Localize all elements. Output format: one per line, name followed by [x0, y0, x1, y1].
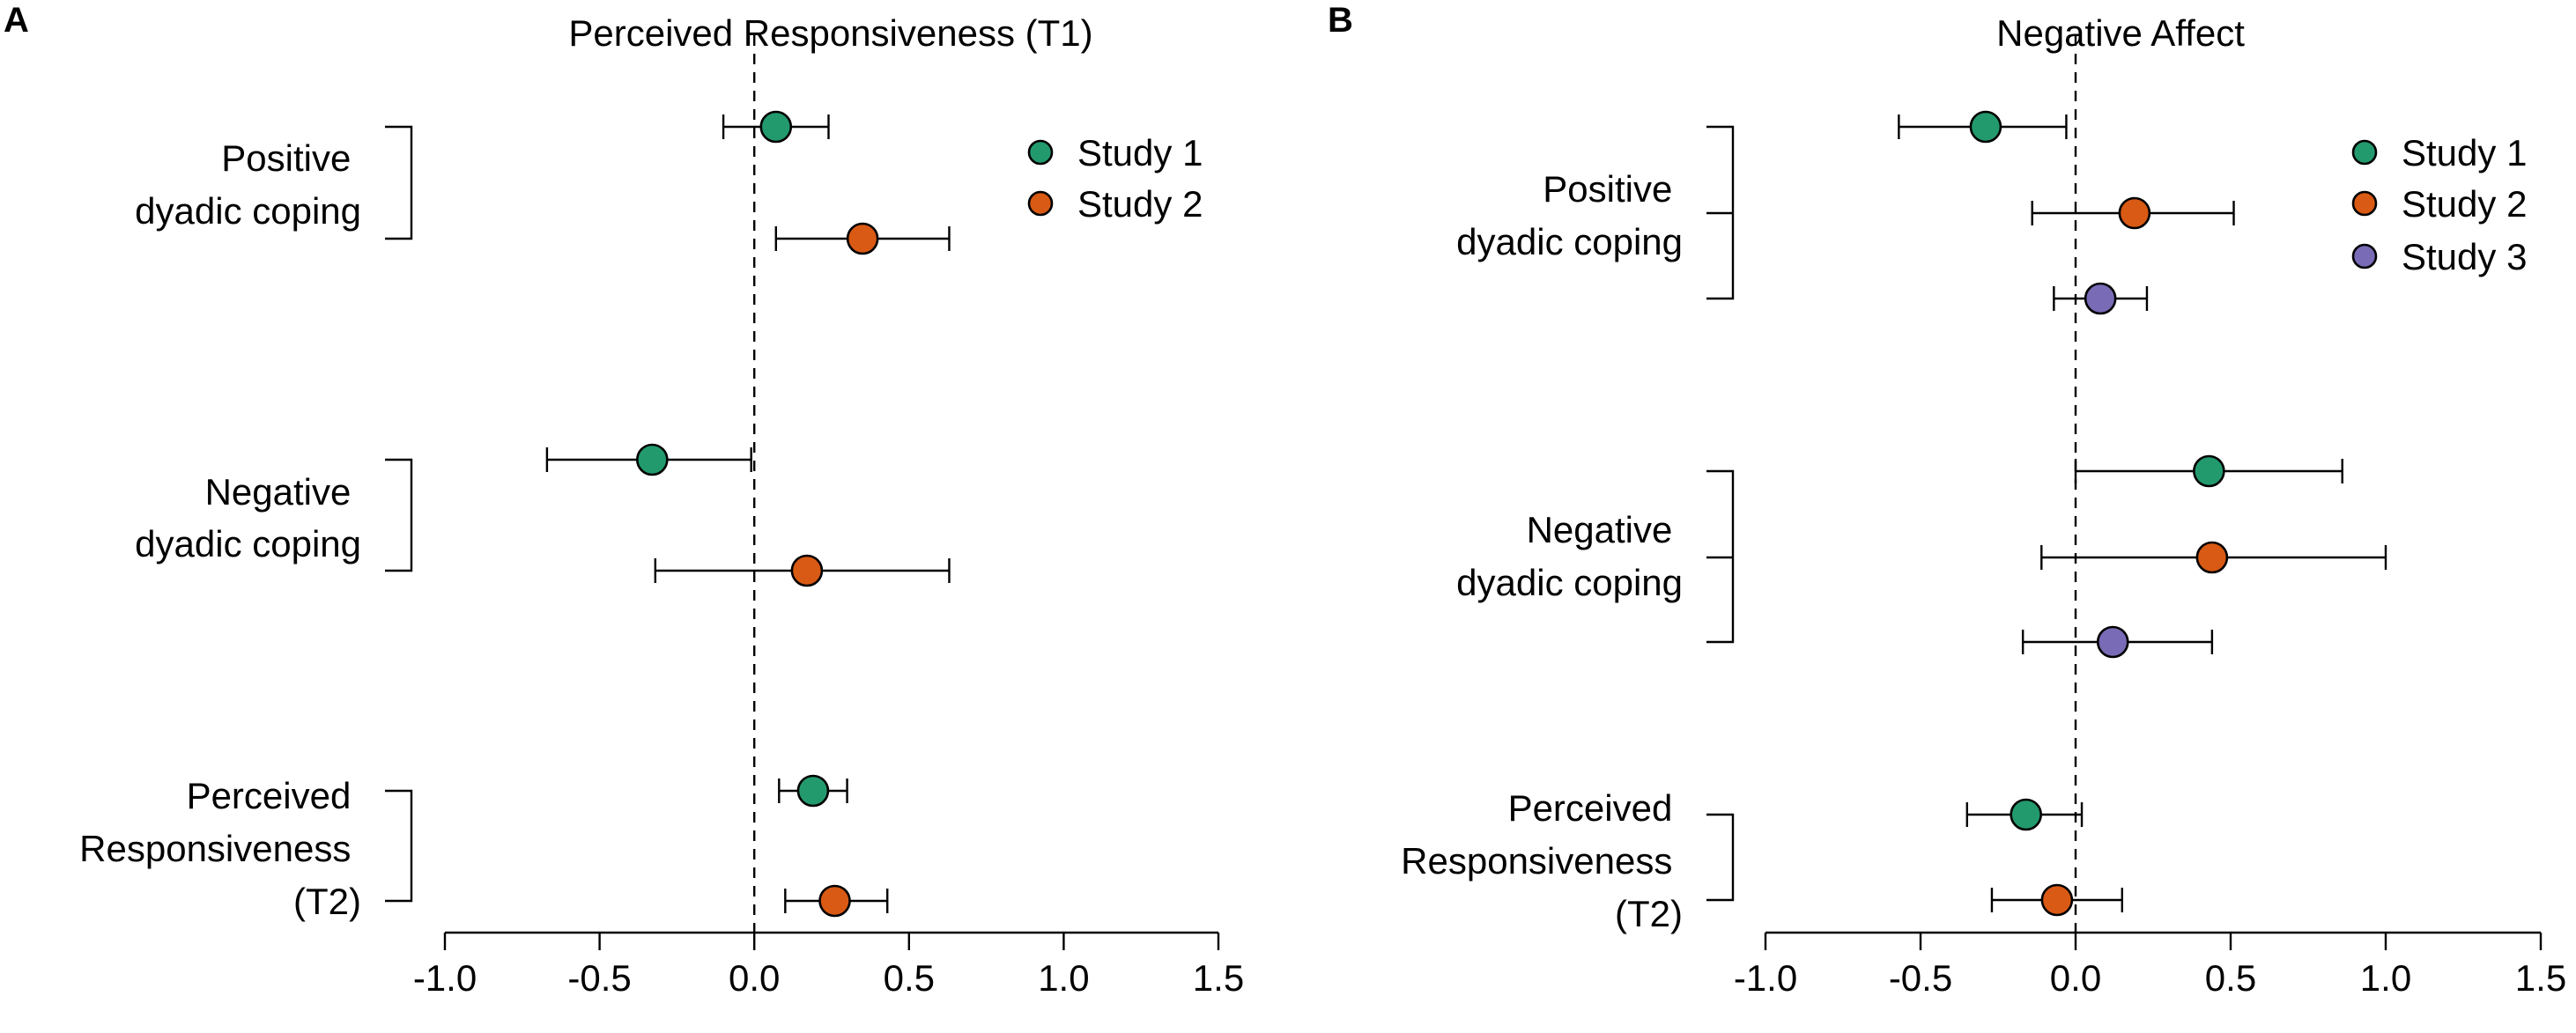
panel-a-letter: A — [4, 1, 29, 40]
panel-a-x-axis: -1.0 -0.5 0.0 0.5 1.0 1.5 — [413, 931, 1244, 999]
panel-a-group-0-point-0-estimate-marker — [759, 110, 793, 144]
panel-b-title: Negative Affect — [1996, 12, 2245, 54]
panel-a-legend: Study 1 Study 2 — [1027, 132, 1203, 225]
panel-a-group-1-label-line-0: Negative — [205, 471, 352, 513]
panel-b-letter: B — [1328, 1, 1353, 40]
panel-b-tick-label-1: -0.5 — [1889, 957, 1952, 999]
panel-b-marks — [1898, 110, 2387, 917]
panel-a-group-2-label: Perceived Responsiveness (T2) — [79, 775, 361, 922]
panel-b-group-0-label-line-1: dyadic coping — [1456, 221, 1683, 262]
panel-b-group-2: Perceived Responsiveness (T2) — [1401, 787, 1735, 934]
panel-b-tick-label-5: 1.5 — [2515, 957, 2566, 999]
panel-b-legend-label-study-3: Study 3 — [2402, 236, 2527, 277]
panel-a-group-2-point-1-estimate-marker — [818, 884, 851, 918]
panel-a-group-2-label-line-1: Responsiveness — [79, 828, 351, 869]
panel-a-group-0: Positive dyadic coping — [135, 125, 413, 240]
panel-b-group-1-label-line-0: Negative — [1527, 509, 1673, 550]
panel-b-tick-label-2: 0.0 — [2050, 957, 2101, 999]
panel-a-legend-marker-study-1 — [1027, 139, 1054, 166]
panel-b-group-1-point-0-estimate-marker — [2193, 454, 2225, 488]
panel-b-group-0-label-line-0: Positive — [1543, 168, 1672, 210]
panel-a-group-1-label-line-1: dyadic coping — [135, 523, 361, 564]
panel-a-tick-label-4: 1.0 — [1038, 957, 1089, 999]
panel-a-group-2-bracket — [385, 789, 413, 903]
panel-b-legend-label-study-2: Study 2 — [2402, 183, 2527, 225]
panel-b: B Negative Affect -1.0 -0.5 0.0 0.5 1.0 1.5 P… — [1328, 1, 2566, 999]
panel-a-group-0-bracket — [385, 125, 413, 240]
panel-b-group-1-bracket — [1706, 469, 1735, 644]
panel-b-group-0: Positive dyadic coping — [1456, 125, 1735, 300]
panel-b-group-2-label-line-1: Responsiveness — [1401, 840, 1672, 882]
panel-a-marks — [545, 110, 951, 918]
panel-b-group-2-label-line-2: (T2) — [1615, 893, 1683, 934]
panel-a-group-2-point-0-estimate-marker — [796, 774, 830, 808]
panel-b-tick-label-4: 1.0 — [2360, 957, 2411, 999]
panel-b-tick-label-3: 0.5 — [2205, 957, 2256, 999]
panel-a-tick-label-3: 0.5 — [884, 957, 935, 999]
panel-a-group-1-bracket — [385, 458, 413, 572]
panel-a-tick-label-2: 0.0 — [729, 957, 780, 999]
panel-a-group-2: Perceived Responsiveness (T2) — [79, 775, 413, 922]
panel-b-legend-label-study-1: Study 1 — [2402, 132, 2527, 173]
panel-b-group-2-point-1-estimate-marker — [2040, 883, 2074, 917]
panel-b-legend-marker-study-1 — [2351, 139, 2378, 166]
panel-a-tick-label-1: -0.5 — [567, 957, 631, 999]
panel-a-group-2-label-line-0: Perceived — [187, 775, 352, 816]
panel-b-legend-marker-study-3 — [2351, 243, 2378, 269]
panel-a: A Perceived Responsiveness (T1) -1.0 -0.5… — [4, 1, 1244, 999]
panel-a-legend-marker-study-2 — [1027, 190, 1054, 217]
panel-b-group-0-point-0-estimate-marker — [1969, 110, 2002, 144]
panel-b-group-0-bracket — [1706, 125, 1735, 300]
panel-a-group-0-label-line-1: dyadic coping — [135, 190, 361, 232]
panel-a-tick-label-0: -1.0 — [413, 957, 477, 999]
panel-b-legend-marker-study-2 — [2351, 190, 2378, 217]
panel-b-tick-label-0: -1.0 — [1734, 957, 1797, 999]
panel-a-group-1: Negative dyadic coping — [135, 458, 413, 572]
panel-b-group-1-point-1-estimate-marker — [2195, 541, 2229, 574]
panel-a-group-1-label: Negative dyadic coping — [135, 471, 361, 564]
panel-a-legend-label-study-1: Study 1 — [1077, 132, 1203, 173]
panel-b-group-0-label: Positive dyadic coping — [1456, 168, 1683, 262]
panel-b-group-2-bracket — [1706, 813, 1735, 902]
panel-b-x-axis: -1.0 -0.5 0.0 0.5 1.0 1.5 — [1734, 931, 2566, 999]
panel-b-group-2-label-line-0: Perceived — [1508, 787, 1673, 829]
panel-b-group-0-point-2-estimate-marker — [2084, 282, 2117, 315]
panel-b-group-1: Negative dyadic coping — [1456, 469, 1735, 644]
panel-a-group-0-label: Positive dyadic coping — [135, 137, 361, 232]
panel-a-tick-label-5: 1.5 — [1193, 957, 1244, 999]
panel-a-group-1-point-1-estimate-marker — [790, 554, 824, 587]
panel-a-group-0-point-1-estimate-marker — [846, 222, 879, 255]
panel-b-group-2-label: Perceived Responsiveness (T2) — [1401, 787, 1683, 934]
panel-a-title: Perceived Responsiveness (T1) — [568, 12, 1092, 54]
panel-b-group-1-label: Negative dyadic coping — [1456, 509, 1683, 603]
panel-a-group-0-label-line-0: Positive — [221, 137, 351, 179]
panel-b-group-1-label-line-1: dyadic coping — [1456, 562, 1683, 603]
panel-b-legend: Study 1 Study 2 Study 3 — [2351, 132, 2527, 277]
panel-b-group-0-point-1-estimate-marker — [2118, 196, 2151, 230]
panel-a-legend-label-study-2: Study 2 — [1077, 183, 1203, 225]
panel-a-group-2-label-line-2: (T2) — [293, 881, 361, 922]
panel-a-group-1-point-0-estimate-marker — [636, 443, 669, 476]
panel-b-group-1-point-2-estimate-marker — [2096, 625, 2129, 659]
panel-b-group-2-point-0-estimate-marker — [2010, 798, 2042, 831]
